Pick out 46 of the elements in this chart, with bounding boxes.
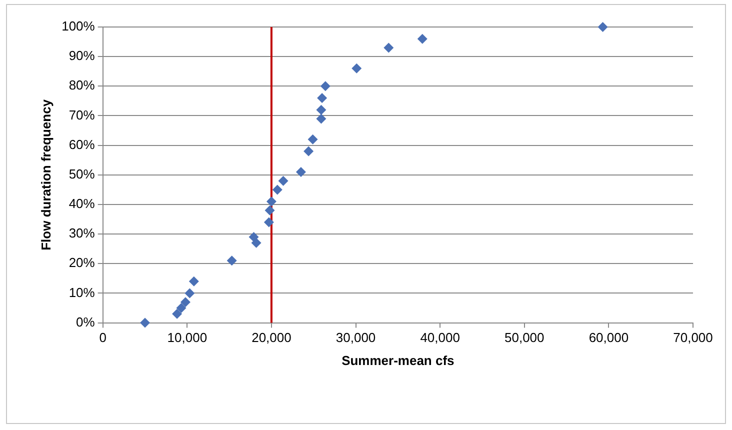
point	[266, 196, 276, 207]
point	[278, 176, 288, 186]
x-tick-label: 10,000	[167, 330, 208, 346]
y-tick-label: 0%	[76, 314, 96, 330]
x-tick-label: 40,000	[420, 330, 460, 346]
x-tick-label: 0	[99, 330, 106, 346]
y-tick-label: 30%	[68, 226, 96, 241]
point	[140, 318, 150, 328]
point	[176, 303, 186, 314]
x-tick-label: 20,000	[252, 330, 292, 346]
point	[248, 232, 259, 242]
y-tick-label: 80%	[68, 78, 96, 93]
point	[264, 217, 274, 228]
y-tick-label: 40%	[68, 196, 96, 212]
point	[296, 166, 306, 177]
x-tick-label: 70,000	[673, 330, 713, 346]
y-tick-label: 60%	[68, 136, 96, 152]
point	[251, 238, 262, 248]
point	[317, 92, 328, 103]
y-tick-label: 100%	[62, 18, 96, 34]
point	[272, 184, 282, 195]
y-tick-label: 70%	[68, 107, 96, 122]
point	[308, 134, 318, 144]
y-tick-label: 90%	[68, 48, 96, 64]
y-tick-label: 20%	[68, 255, 96, 270]
point	[264, 205, 275, 216]
point	[188, 276, 199, 286]
point	[184, 288, 195, 298]
point	[417, 34, 428, 44]
x-tick-label: 50,000	[504, 330, 544, 346]
point	[180, 297, 190, 308]
y-tick-label: 50%	[68, 166, 96, 182]
x-tick-label: 30,000	[336, 330, 376, 346]
x-axis-title: Summer-mean cfs	[342, 352, 454, 368]
point	[352, 63, 362, 74]
point	[598, 22, 608, 32]
y-tick-label: 10%	[68, 284, 96, 300]
point	[384, 42, 394, 53]
point	[172, 308, 182, 319]
point	[320, 81, 330, 92]
point	[316, 114, 326, 124]
y-axis-title: Flow duration frequency	[38, 98, 54, 250]
point	[304, 146, 314, 156]
point	[316, 104, 326, 115]
x-tick-label: 60,000	[588, 330, 629, 346]
point	[226, 256, 237, 266]
